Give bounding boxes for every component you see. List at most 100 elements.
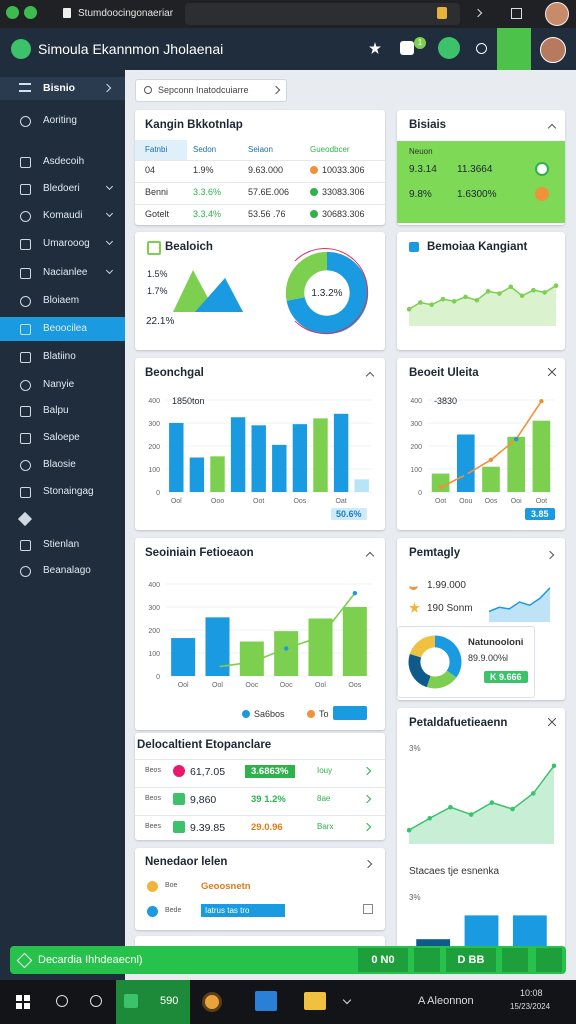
apps-icon[interactable]	[497, 28, 531, 70]
puzzle-icon[interactable]	[400, 41, 414, 55]
area-point	[531, 287, 536, 293]
nav-item[interactable]: Beanalago	[43, 565, 91, 576]
area-point	[427, 815, 433, 821]
nav-item[interactable]: Komaudi	[43, 210, 83, 221]
ranking-card: Kangin Bkkotnlap Fatnbi Sedon Seiaon Gueodb…	[135, 110, 385, 225]
user-avatar[interactable]	[540, 37, 566, 63]
bottom-item[interactable]: D BB	[446, 948, 496, 972]
nav-item[interactable]: Balpu	[43, 405, 69, 416]
sidebar-toggle[interactable]: Bisnio	[43, 82, 76, 94]
row-chevron[interactable]	[362, 766, 372, 776]
bar	[456, 434, 475, 492]
tray-chevron[interactable]	[342, 995, 352, 1005]
tab-title[interactable]: Stumdoocingonaeriar	[78, 8, 174, 19]
more-icon[interactable]	[545, 550, 555, 560]
x-tick-label: Oos	[293, 498, 306, 505]
area-point	[474, 297, 480, 303]
bottom-bar: Decardia Ihhdeaecnl) 0 N0 D BB	[10, 946, 566, 974]
nav-item[interactable]: Bledoeri	[43, 183, 80, 194]
extension-icon[interactable]	[437, 7, 447, 19]
address-bar[interactable]	[185, 3, 460, 25]
table-cell: 33083.306	[322, 187, 365, 197]
chat-icon[interactable]	[90, 995, 102, 1007]
logo[interactable]	[11, 39, 31, 59]
close-icon[interactable]	[548, 718, 556, 726]
nav-item[interactable]: Bloiaem	[43, 295, 80, 306]
row-icon	[147, 906, 158, 917]
close-icon[interactable]	[548, 368, 556, 376]
row-label: Beos	[145, 795, 161, 802]
y-tick-label: 200	[410, 444, 422, 451]
chart-label: 1850ton	[172, 396, 205, 406]
bar	[169, 423, 184, 492]
nav-item[interactable]: Blatiino	[43, 351, 76, 362]
icon-only-item[interactable]	[17, 511, 33, 527]
table-cell: 10033.306	[322, 165, 365, 175]
area-point	[489, 800, 495, 805]
nav-chevron	[105, 182, 114, 191]
nav-item[interactable]: Blaosie	[43, 459, 76, 470]
nav-item[interactable]: Stienlan	[43, 539, 80, 550]
weekly-card: Pemtagly 1.99.000 190 Sonm Natunooloni 8…	[397, 538, 565, 700]
window-dot[interactable]	[24, 6, 37, 19]
nav-item[interactable]: Umarooog	[43, 238, 90, 249]
status-panel	[397, 141, 565, 223]
maximize-icon[interactable]	[511, 8, 522, 19]
folder-icon[interactable]	[304, 992, 326, 1010]
line-point	[514, 436, 519, 442]
nav-item[interactable]: Nanyie	[43, 379, 75, 390]
row-progress: Iatrus tas tro	[201, 904, 285, 917]
app-icon[interactable]	[255, 991, 277, 1011]
bottom-item[interactable]: 0 N0	[358, 948, 408, 972]
donut-segment	[409, 635, 436, 658]
table-cell: 3.3.4%	[193, 209, 222, 219]
x-tick-label: Oat	[335, 498, 346, 505]
overview-label: 22.1%	[146, 316, 175, 327]
more-icon[interactable]	[363, 859, 373, 869]
notes-card: Nenedaor lelen Boe Geoosnetn Bede Iatrus ta…	[135, 848, 385, 930]
browser-icon[interactable]	[202, 992, 222, 1012]
start-icon[interactable]	[16, 995, 30, 1009]
column-header: Gueodbcer	[310, 145, 350, 154]
window-dot[interactable]	[6, 6, 19, 19]
star-icon[interactable]	[369, 42, 381, 54]
row-label: Beos	[145, 767, 161, 774]
row-label: Boe	[165, 882, 178, 889]
nav-icon	[20, 433, 31, 444]
area-point	[407, 306, 412, 312]
row-divider	[135, 787, 385, 788]
area-point	[451, 299, 457, 304]
bar	[532, 420, 551, 492]
collapse-icon[interactable]	[365, 371, 375, 381]
bar	[230, 417, 246, 492]
nav-item[interactable]: Saloepe	[43, 432, 80, 443]
nav-item[interactable]: Stonaingag	[43, 486, 94, 497]
collapse-icon[interactable]	[547, 123, 557, 133]
app-icon	[124, 994, 138, 1008]
sidebar-toggle-row[interactable]	[0, 77, 125, 100]
nav-item[interactable]: Beoocilea	[43, 323, 87, 334]
status-icon[interactable]	[476, 43, 487, 54]
y-tick-label: 0	[156, 674, 160, 681]
bottom-icon[interactable]	[536, 948, 562, 972]
forward-icon[interactable]	[473, 8, 483, 18]
row-chevron[interactable]	[362, 822, 372, 832]
action-icon[interactable]	[438, 37, 460, 59]
nav-chevron	[105, 209, 114, 218]
avatar[interactable]	[545, 2, 569, 26]
search-box[interactable]: Sepconn Inatodcuiarre	[135, 79, 287, 102]
overview-label: 1.5%	[147, 269, 168, 279]
checkbox[interactable]	[363, 904, 373, 914]
nav-item[interactable]: Asdecoih	[43, 156, 85, 167]
bottom-icon[interactable]	[414, 948, 440, 972]
collapse-icon[interactable]	[365, 551, 375, 561]
row-chevron[interactable]	[362, 794, 372, 804]
row-pill: 29.0.96	[251, 822, 283, 833]
bar	[251, 425, 266, 492]
nav-item[interactable]: Nacianlee	[43, 267, 88, 278]
bottom-icon[interactable]	[502, 948, 528, 972]
search-icon[interactable]	[56, 995, 68, 1007]
nav-item[interactable]: Aoriting	[43, 115, 77, 126]
area-point	[510, 806, 515, 812]
y-tick-label: 100	[148, 651, 160, 658]
